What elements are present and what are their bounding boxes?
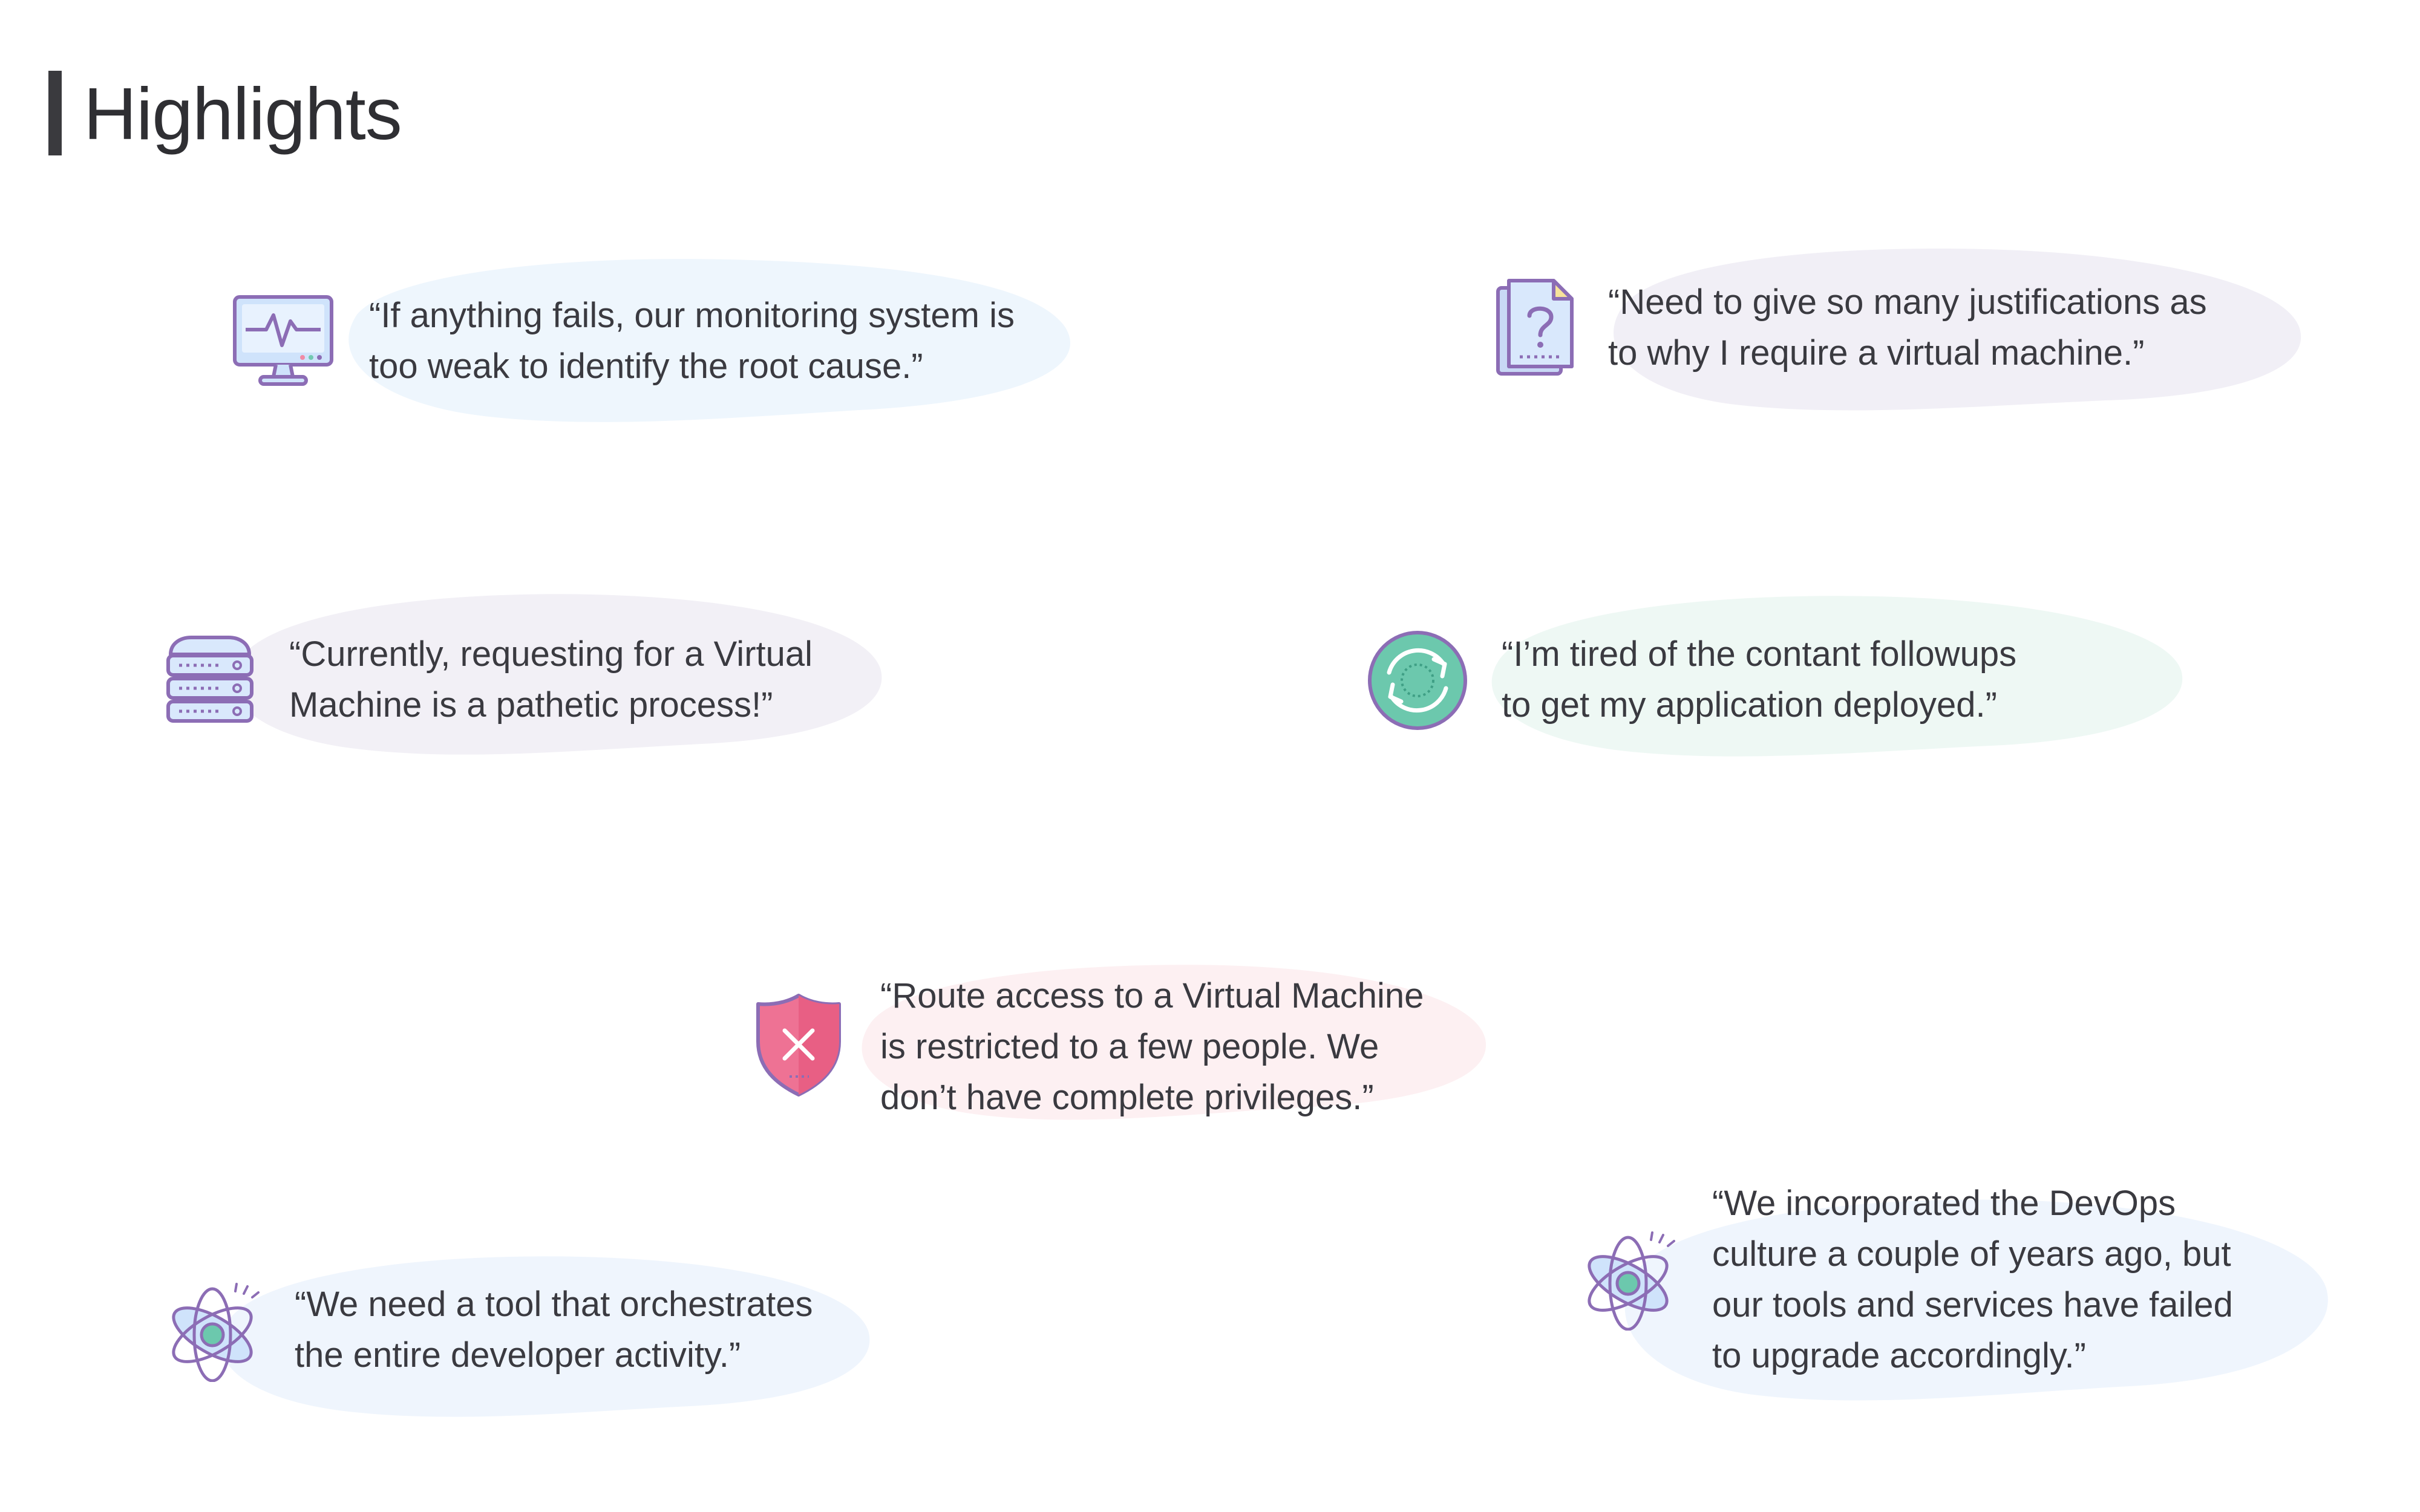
- quote-text: “Need to give so many justifications as …: [1608, 277, 2207, 379]
- quote-background-blob: [221, 1256, 870, 1417]
- quote-line: “If anything fails, our monitoring syste…: [369, 296, 1015, 335]
- blob-shape: [221, 1256, 870, 1417]
- quote-background-blob: [1614, 249, 2301, 411]
- quote-background-blob: [862, 965, 1486, 1120]
- quote-line: to upgrade accordingly.”: [1712, 1336, 2086, 1375]
- quote-line: “Currently, requesting for a Virtual: [289, 634, 813, 674]
- quote-line: culture a couple of years ago, but: [1712, 1234, 2231, 1274]
- quote-line: “Need to give so many justifications as: [1608, 282, 2207, 322]
- quote-line: is restricted to a few people. We: [880, 1027, 1379, 1066]
- monitor-heartbeat-icon: [233, 295, 333, 386]
- blob-shape: [1614, 249, 2301, 411]
- quote-text: “I’m tired of the contant followups to g…: [1502, 629, 2016, 731]
- quote-line: the entire developer activity.”: [295, 1335, 741, 1375]
- document-question-icon: [1496, 279, 1574, 376]
- quote-text: “If anything fails, our monitoring syste…: [369, 290, 1015, 392]
- blob-shape: [348, 259, 1071, 422]
- quote-text: “Route access to a Virtual Machine is re…: [880, 971, 1424, 1123]
- quote-line: too weak to identify the root cause.”: [369, 347, 923, 386]
- quote-text: “Currently, requesting for a Virtual Mac…: [289, 629, 813, 731]
- quote-line: to why I require a virtual machine.”: [1608, 333, 2145, 373]
- quote-background-blob: [1491, 596, 2183, 757]
- quote-line: don’t have complete privileges.”: [880, 1078, 1374, 1117]
- quote-line: to get my application deployed.”: [1502, 685, 1997, 725]
- server-rack-icon: [166, 636, 253, 723]
- quote-line: “We need a tool that orchestrates: [295, 1285, 813, 1324]
- sync-cycle-icon: [1368, 631, 1467, 730]
- blob-shape: [233, 594, 882, 755]
- quote-line: “We incorporated the DevOps: [1712, 1184, 2176, 1223]
- quote-line: Machine is a pathetic process!”: [289, 685, 773, 725]
- quote-line: “I’m tired of the contant followups: [1502, 634, 2017, 674]
- quote-background-blob: [1624, 1199, 2328, 1401]
- quote-text: “We need a tool that orchestrates the en…: [295, 1279, 813, 1381]
- shield-x-icon: [756, 994, 841, 1097]
- quote-background-blob: [233, 594, 882, 755]
- blob-shape: [1624, 1199, 2328, 1401]
- page-title: Highlights: [83, 73, 402, 155]
- atom-icon: [172, 1283, 260, 1382]
- quote-line: our tools and services have failed: [1712, 1285, 2233, 1325]
- title-accent-bar: [48, 71, 62, 155]
- quote-text: “We incorporated the DevOps culture a co…: [1712, 1178, 2233, 1381]
- blob-shape: [1491, 596, 2183, 757]
- atom-icon: [1588, 1231, 1675, 1331]
- blob-shape: [862, 965, 1486, 1120]
- quote-background-blob: [348, 259, 1071, 422]
- quote-line: “Route access to a Virtual Machine: [880, 976, 1424, 1015]
